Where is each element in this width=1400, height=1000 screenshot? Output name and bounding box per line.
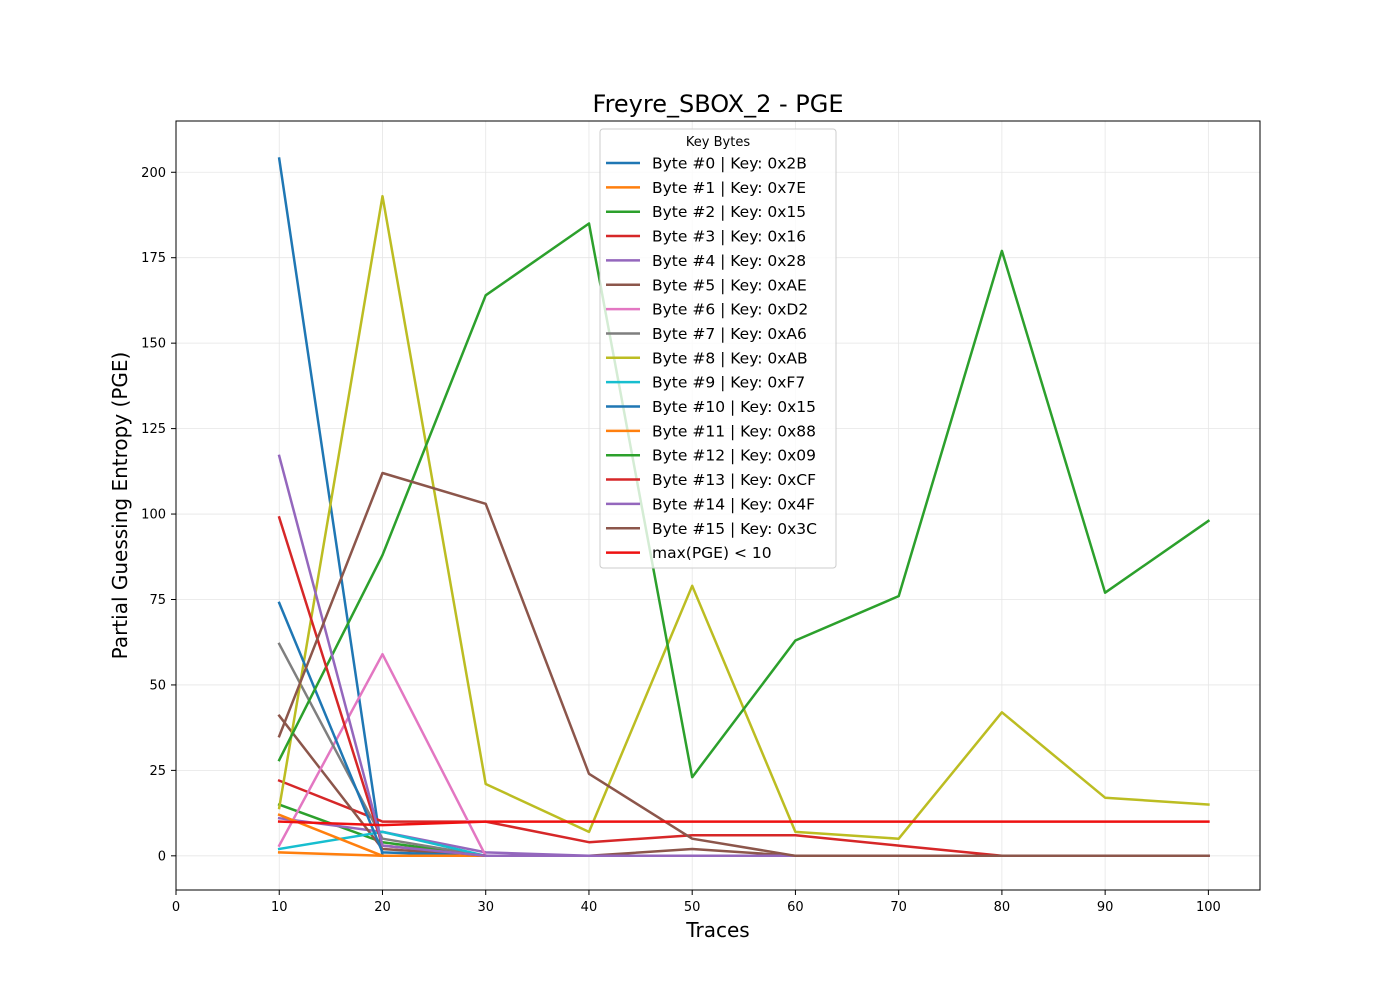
legend-items: Byte #0 | Key: 0x2B Byte #1 | Key: 0x7E By… xyxy=(606,155,817,562)
y-tick-label: 100 xyxy=(141,508,166,523)
x-axis-title: Traces xyxy=(685,918,749,942)
legend-label-4: Byte #4 | Key: 0x28 xyxy=(652,252,806,270)
legend-label-9: Byte #9 | Key: 0xF7 xyxy=(652,374,805,392)
legend-label-5: Byte #5 | Key: 0xAE xyxy=(652,276,807,294)
legend: Key Bytes Byte #0 | Key: 0x2B Byte #1 | K… xyxy=(599,128,837,569)
legend-label-13: Byte #13 | Key: 0xCF xyxy=(652,471,816,489)
series-line-15 xyxy=(277,471,1210,858)
x-axis-ticks: 0 10 20 30 40 50 60 70 80 90 100 xyxy=(172,890,1221,915)
x-tick-label: 60 xyxy=(787,900,804,915)
legend-label-15: Byte #15 | Key: 0x3C xyxy=(652,520,817,538)
y-axis-title: Partial Guessing Entropy (PGE) xyxy=(108,352,132,660)
x-tick-label: 70 xyxy=(890,900,907,915)
legend-label-11: Byte #11 | Key: 0x88 xyxy=(652,422,816,440)
y-tick-label: 50 xyxy=(149,678,166,693)
y-tick-label: 175 xyxy=(141,251,166,266)
x-tick-label: 80 xyxy=(994,900,1011,915)
series-line-12 xyxy=(277,222,1211,779)
y-tick-label: 200 xyxy=(141,166,166,181)
y-tick-label: 0 xyxy=(158,849,166,864)
series-lines xyxy=(277,157,1211,858)
series-line-16 xyxy=(277,820,1210,827)
y-tick-label: 75 xyxy=(149,593,166,608)
legend-label-14: Byte #14 | Key: 0x4F xyxy=(652,495,815,513)
legend-label-10: Byte #10 | Key: 0x15 xyxy=(652,398,816,416)
legend-title: Key Bytes xyxy=(686,135,750,150)
y-tick-label: 150 xyxy=(141,337,166,352)
legend-box xyxy=(599,128,837,569)
legend-label-6: Byte #6 | Key: 0xD2 xyxy=(652,301,808,319)
x-tick-label: 100 xyxy=(1196,900,1221,915)
y-tick-label: 125 xyxy=(141,422,166,437)
x-tick-label: 10 xyxy=(271,900,288,915)
plot-frame xyxy=(175,120,1261,891)
x-tick-label: 90 xyxy=(1097,900,1114,915)
legend-label-8: Byte #8 | Key: 0xAB xyxy=(652,349,808,367)
chart-title: Freyre_SBOX_2 - PGE xyxy=(593,90,844,118)
x-tick-label: 30 xyxy=(477,900,494,915)
legend-label-12: Byte #12 | Key: 0x09 xyxy=(652,447,816,465)
x-tick-label: 40 xyxy=(581,900,598,915)
legend-label-2: Byte #2 | Key: 0x15 xyxy=(652,203,806,221)
legend-label-1: Byte #1 | Key: 0x7E xyxy=(652,179,806,197)
y-axis-ticks: 0 25 50 75 100 125 150 175 200 xyxy=(141,166,176,864)
legend-label-16: max(PGE) < 10 xyxy=(652,544,772,562)
grid-lines xyxy=(175,121,1260,890)
y-tick-label: 25 xyxy=(149,764,166,779)
legend-label-3: Byte #3 | Key: 0x16 xyxy=(652,228,806,246)
legend-label-7: Byte #7 | Key: 0xA6 xyxy=(652,325,807,343)
legend-label-0: Byte #0 | Key: 0x2B xyxy=(652,155,807,173)
x-tick-label: 0 xyxy=(172,900,180,915)
x-tick-label: 50 xyxy=(684,900,701,915)
x-tick-label: 20 xyxy=(374,900,391,915)
